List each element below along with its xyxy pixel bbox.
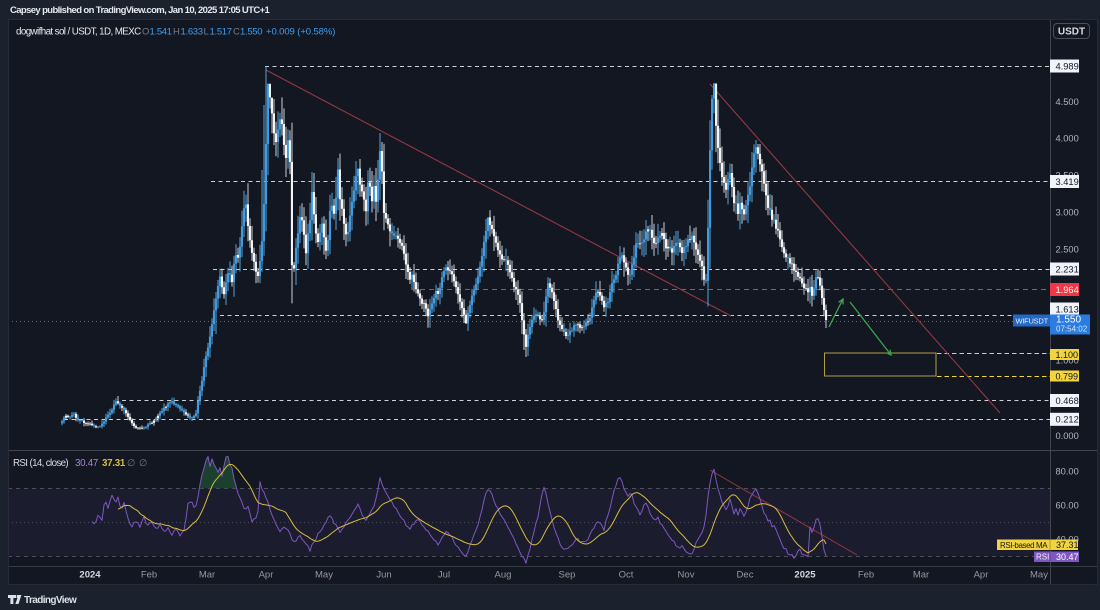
svg-text:0.799: 0.799 <box>1056 371 1079 381</box>
svg-text:3.000: 3.000 <box>1056 208 1079 218</box>
svg-text:1.550: 1.550 <box>240 27 262 38</box>
svg-text:0.000: 0.000 <box>1056 431 1079 441</box>
svg-text:Apr: Apr <box>259 570 274 581</box>
svg-text:2025: 2025 <box>794 570 816 581</box>
svg-text:1.541: 1.541 <box>150 27 172 38</box>
svg-text:Mar: Mar <box>199 570 215 581</box>
svg-text:L: L <box>204 27 209 38</box>
svg-text:May: May <box>315 570 333 581</box>
svg-text:May: May <box>1030 570 1048 581</box>
svg-text:Sep: Sep <box>559 570 576 581</box>
svg-text:RSI: RSI <box>1036 553 1049 562</box>
svg-text:Apr: Apr <box>974 570 989 581</box>
svg-text:H: H <box>173 27 180 38</box>
svg-text:Capsey published on TradingVie: Capsey published on TradingView.com, Jan… <box>10 5 271 16</box>
svg-text:4.989: 4.989 <box>1056 61 1079 71</box>
svg-text:2024: 2024 <box>79 570 101 581</box>
svg-text:1.000: 1.000 <box>1056 355 1079 365</box>
svg-text:30.47: 30.47 <box>75 458 98 469</box>
svg-text:Jul: Jul <box>438 570 450 581</box>
svg-text:0.212: 0.212 <box>1056 415 1079 425</box>
svg-text:37.31: 37.31 <box>102 458 126 469</box>
svg-text:Oct: Oct <box>619 570 634 581</box>
svg-text:∅: ∅ <box>127 458 135 469</box>
svg-text:37.31: 37.31 <box>1056 540 1079 550</box>
svg-text:∅: ∅ <box>139 458 147 469</box>
svg-text:1.550: 1.550 <box>1056 315 1081 326</box>
svg-text:Dec: Dec <box>737 570 754 581</box>
svg-text:Feb: Feb <box>141 570 157 581</box>
svg-text:4.000: 4.000 <box>1056 134 1079 144</box>
svg-text:60.00: 60.00 <box>1056 501 1079 511</box>
svg-text:TradingView: TradingView <box>24 595 77 606</box>
svg-text:Feb: Feb <box>858 570 874 581</box>
svg-text:2.500: 2.500 <box>1056 245 1079 255</box>
svg-text:1.100: 1.100 <box>1056 350 1079 360</box>
svg-text:1.633: 1.633 <box>181 27 203 38</box>
svg-text:0.468: 0.468 <box>1056 396 1079 406</box>
svg-text:RSI (14, close): RSI (14, close) <box>13 458 68 469</box>
svg-text:30.47: 30.47 <box>1056 552 1079 562</box>
svg-text:dogwifhat sol / USDT, 1D, MEXC: dogwifhat sol / USDT, 1D, MEXC <box>16 27 141 38</box>
svg-text:WIFUSDT: WIFUSDT <box>1016 316 1049 325</box>
svg-text:Nov: Nov <box>678 570 695 581</box>
svg-text:Jun: Jun <box>376 570 391 581</box>
svg-text:C: C <box>233 27 240 38</box>
svg-text:RSI-based MA: RSI-based MA <box>1000 541 1048 550</box>
svg-text:1.517: 1.517 <box>210 27 232 38</box>
svg-text:Mar: Mar <box>913 570 929 581</box>
svg-text:2.231: 2.231 <box>1056 264 1079 274</box>
svg-text:Aug: Aug <box>495 570 512 581</box>
svg-text:1.613: 1.613 <box>1056 304 1079 314</box>
svg-text:O: O <box>142 27 149 38</box>
svg-text:4.500: 4.500 <box>1056 97 1079 107</box>
svg-text:+0.009 (+0.58%): +0.009 (+0.58%) <box>266 27 335 38</box>
svg-text:1.964: 1.964 <box>1056 285 1079 295</box>
svg-text:07:54:02: 07:54:02 <box>1056 325 1088 334</box>
svg-text:3.419: 3.419 <box>1056 177 1079 187</box>
svg-text:USDT: USDT <box>1058 27 1085 38</box>
svg-text:80.00: 80.00 <box>1056 466 1079 476</box>
